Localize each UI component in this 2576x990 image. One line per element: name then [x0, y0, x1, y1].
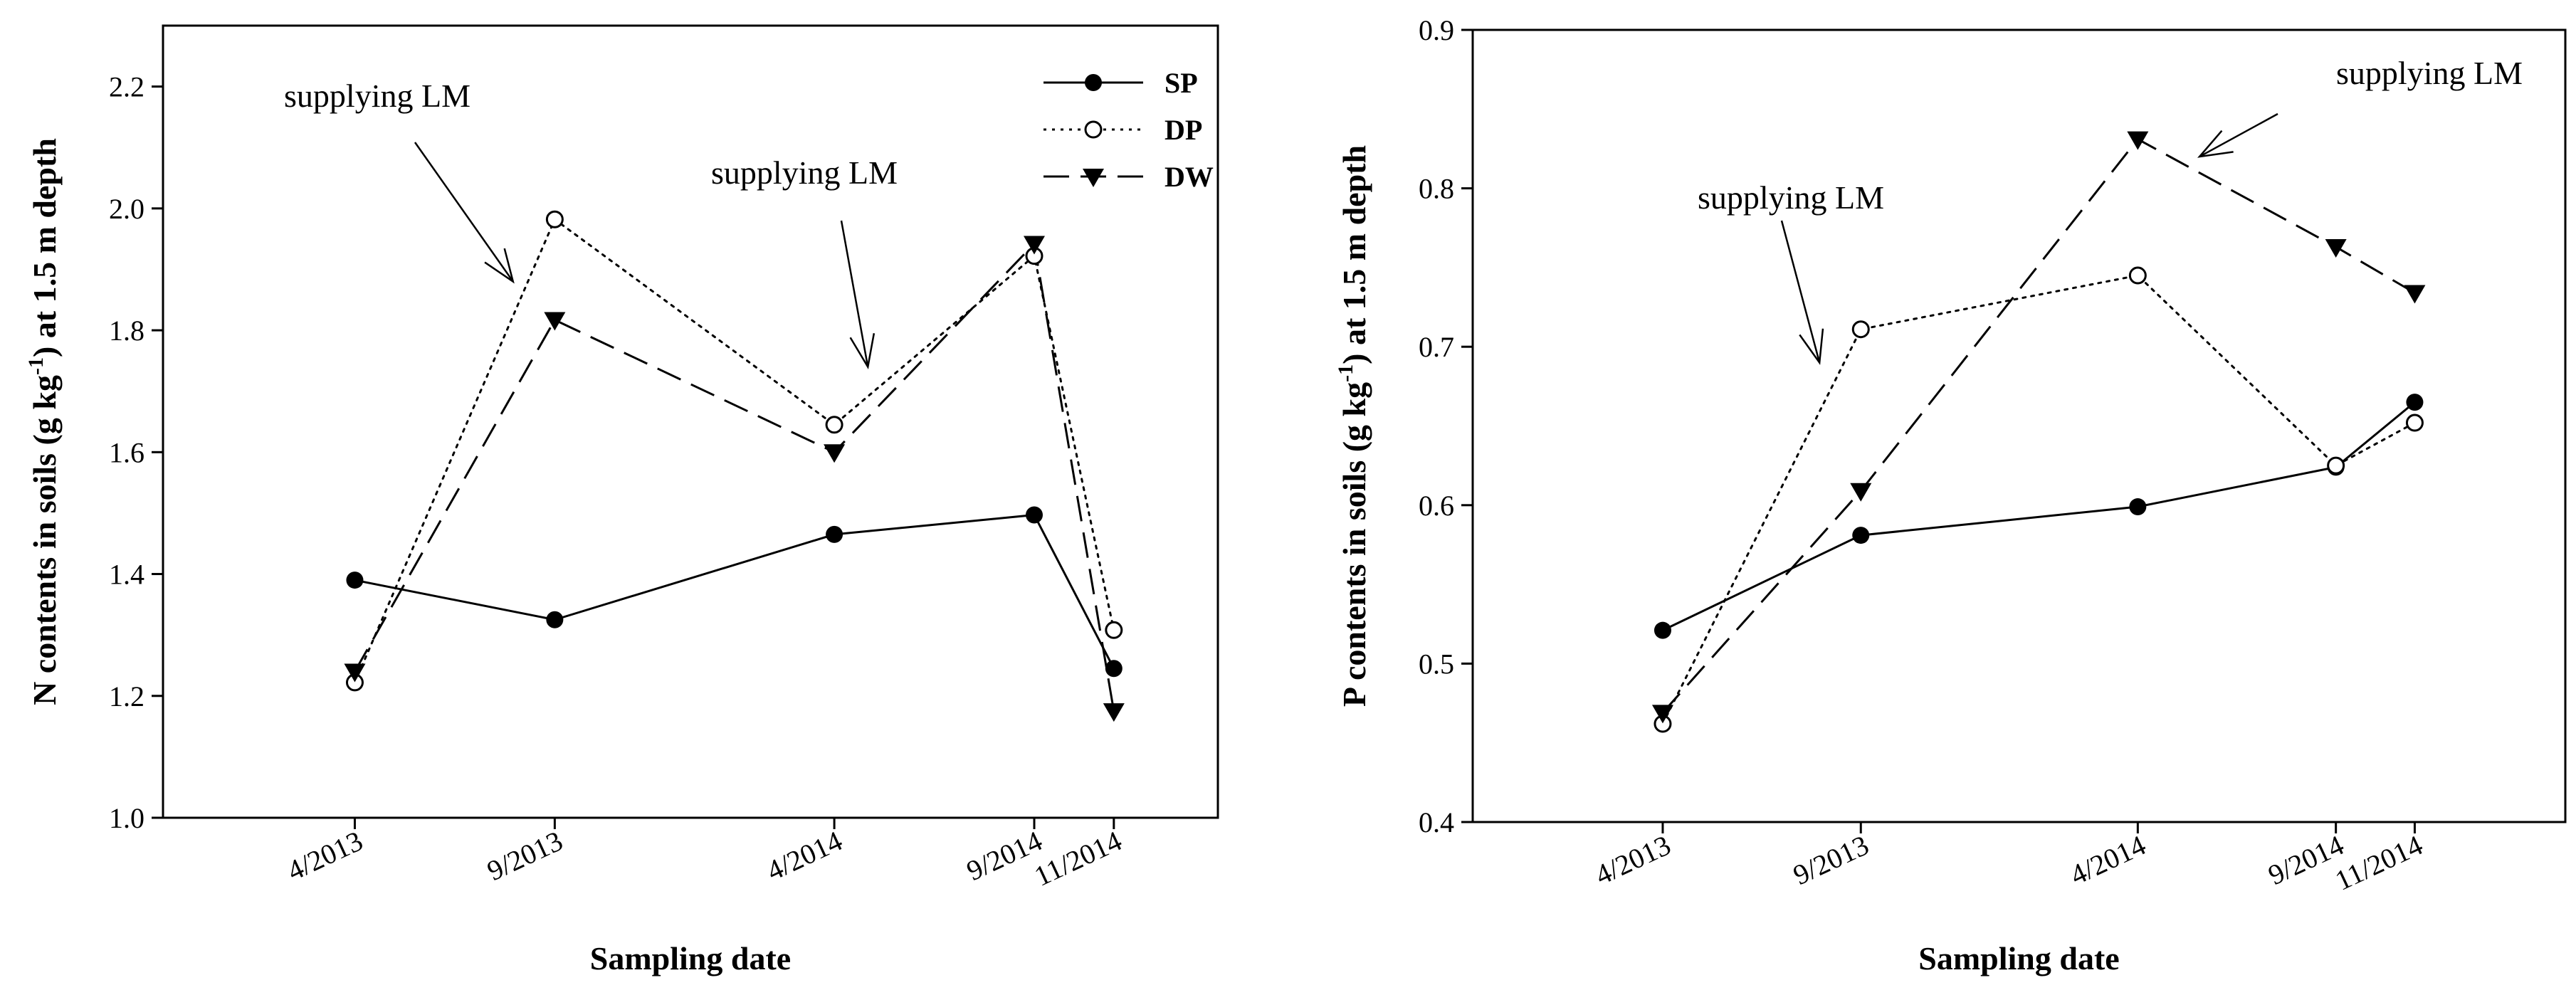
legend-marker-dw: [1083, 169, 1104, 187]
y-tick-label: 2.0: [109, 193, 144, 225]
x-tick-label: 4/2014: [2065, 828, 2150, 891]
legend-label: DW: [1165, 161, 1214, 193]
data-point-dp: [2405, 414, 2424, 432]
y-tick-label: 0.4: [1419, 806, 1454, 838]
data-point-sp: [826, 525, 843, 543]
data-point-dw: [1023, 236, 1045, 255]
chart-left: 1.0 1.2 1.4 1.6 1.8 2.0 2.2 4/2013 9/2013 4/2014 9…: [24, 24, 1219, 976]
annotation-arrowhead: [2197, 130, 2234, 158]
legend-label: SP: [1165, 67, 1198, 99]
y-axis-title-superscript: -1: [1334, 364, 1357, 382]
annotation-arrow: [2199, 112, 2278, 158]
data-point-dp: [545, 210, 564, 228]
data-point-dp: [2327, 456, 2345, 475]
data-point-sp: [2129, 498, 2147, 516]
series-line-sp: [354, 513, 1115, 669]
y-axis-title: N contents in soils (g kg-1) at 1.5 m de…: [24, 138, 63, 705]
data-point-dw: [2325, 238, 2347, 258]
data-point-dw: [344, 663, 366, 683]
data-point-dw: [824, 444, 846, 463]
data-point-dp: [1105, 621, 1123, 639]
data-point-sp: [346, 572, 364, 589]
annotation-arrowhead: [849, 333, 876, 369]
x-tick-label: 11/2014: [1029, 824, 1127, 892]
data-point-dp: [1851, 320, 1870, 339]
data-point-dw: [2404, 285, 2426, 304]
data-point-sp: [1105, 660, 1123, 678]
x-axis-title: Sampling date: [1918, 940, 2119, 976]
annotation-arrow: [1780, 220, 1821, 363]
y-axis-title-part: N contents in soils (g kg: [26, 375, 63, 705]
data-point-sp: [546, 611, 564, 628]
plot-frame: [162, 24, 1219, 819]
y-tick-label: 0.9: [1419, 14, 1454, 46]
data-point-dp: [2128, 266, 2147, 285]
x-tick-label: 11/2014: [2330, 828, 2428, 897]
y-tick-label: 0.8: [1419, 173, 1454, 205]
annotation-label: supplying LM: [2336, 55, 2523, 91]
data-point-sp: [1654, 621, 1671, 639]
x-tick-label: 9/2013: [1788, 828, 1873, 891]
x-tick-label: 4/2014: [762, 824, 847, 887]
data-point-dw: [2127, 131, 2149, 150]
legend: SP DP DW: [1043, 67, 1214, 193]
data-point-dw: [544, 312, 566, 331]
x-tick-label: 4/2013: [1590, 828, 1676, 891]
y-tick-label: 1.4: [109, 559, 144, 591]
annotation-arrowhead: [1799, 328, 1824, 365]
data-point-sp: [1852, 527, 1870, 544]
y-tick-label: 1.2: [109, 680, 144, 712]
annotation-label: supplying LM: [1698, 179, 1884, 216]
y-tick-label: 1.6: [109, 436, 144, 468]
data-point-sp: [2406, 394, 2424, 411]
y-axis-title-part: ) at 1.5 m depth: [26, 138, 63, 357]
annotation-arrowhead: [484, 248, 515, 284]
series-line-dp: [1661, 274, 2416, 725]
data-point-dw: [1103, 703, 1125, 722]
x-tick-label: 9/2014: [2264, 828, 2349, 891]
chart-right: 0.4 0.5 0.6 0.7 0.8 0.9 4/2013 9/2013 4/2014 9/20…: [1334, 14, 2567, 976]
annotation-arrow: [840, 220, 869, 367]
series-line-dp: [353, 217, 1115, 684]
x-axis-title: Sampling date: [590, 940, 791, 976]
y-axis-title-superscript: -1: [24, 357, 48, 375]
legend-label: DP: [1165, 114, 1202, 146]
y-tick-label: 1.0: [109, 802, 144, 834]
series-line-dw: [354, 241, 1115, 712]
series-line-dw: [1661, 137, 2416, 714]
annotation-label: supplying LM: [284, 78, 470, 114]
annotation-label: supplying LM: [711, 154, 898, 191]
data-point-dw: [1850, 483, 1872, 502]
y-tick-label: 2.2: [109, 71, 144, 103]
x-tick-label: 4/2013: [283, 824, 368, 887]
series-line-sp: [1662, 401, 2416, 632]
legend-marker-sp: [1085, 74, 1102, 91]
data-point-sp: [1025, 506, 1043, 524]
y-axis-title-part: ) at 1.5 m depth: [1336, 145, 1372, 364]
plot-frame: [1471, 28, 2567, 823]
y-tick-label: 1.8: [109, 315, 144, 347]
x-tick-label: 9/2014: [962, 824, 1047, 887]
y-tick-label: 0.7: [1419, 331, 1454, 363]
annotation-arrow: [414, 142, 514, 283]
legend-marker-dp: [1084, 120, 1103, 139]
y-axis-title-part: P contents in soils (g kg: [1336, 382, 1372, 707]
data-point-dp: [825, 416, 843, 434]
y-axis-title: P contents in soils (g kg-1) at 1.5 m de…: [1334, 145, 1372, 707]
data-point-dw: [1651, 705, 1673, 724]
y-tick-label: 0.6: [1419, 490, 1454, 522]
x-tick-label: 9/2013: [482, 824, 567, 887]
y-tick-label: 0.5: [1419, 648, 1454, 680]
